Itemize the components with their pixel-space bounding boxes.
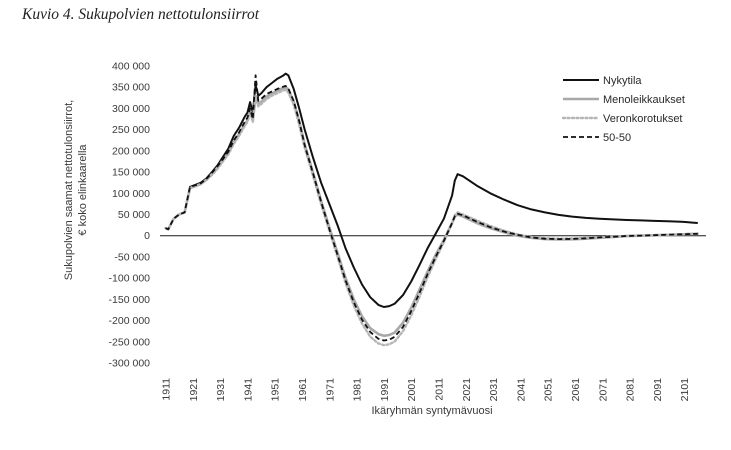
x-tick-label: 1991 (379, 378, 391, 402)
y-tick-label: -200 000 (109, 315, 151, 327)
x-tick-label: 2021 (461, 378, 473, 402)
y-tick-label: 350 000 (112, 82, 150, 94)
y-tick-label: 150 000 (112, 167, 150, 179)
x-tick-label: 1951 (270, 378, 282, 402)
x-tick-label: 1961 (297, 378, 309, 402)
x-axis-tick-labels: 1911 1921 1931 1941 1951 1961 1971 1981 1991 2001… (160, 378, 691, 402)
y-tick-label: 0 (144, 230, 150, 242)
x-tick-label: 2051 (543, 378, 555, 402)
x-tick-label: 2001 (406, 378, 418, 402)
y-tick-label: 300 000 (112, 103, 150, 115)
x-tick-label: 2101 (679, 378, 691, 402)
x-tick-label: 1941 (242, 378, 254, 402)
x-tick-label: 2061 (570, 378, 582, 402)
series-lines (164, 72, 699, 347)
legend-label: 50-50 (603, 132, 631, 144)
x-tick-label: 1921 (188, 378, 200, 402)
x-tick-label: 1971 (324, 378, 336, 402)
series-line-veronkorotukset (164, 88, 699, 347)
y-axis-tick-labels: 400 000 350 000 300 000 250 000 200 000 150 0… (109, 61, 151, 370)
y-tick-label: 50 000 (118, 209, 150, 221)
page-title: Kuvio 4. Sukupolvien nettotulonsiirrot (22, 6, 260, 23)
legend-label: Menoleikkaukset (603, 94, 685, 106)
legend-label: Veronkorotukset (603, 113, 683, 125)
y-tick-label: -150 000 (109, 294, 151, 306)
y-axis-title: Sukupolvien saamat nettotulonsiirrot, € … (63, 100, 89, 280)
chart-legend: Nykytila Menoleikkaukset Veronkorotukset 50… (561, 75, 685, 144)
y-tick-label: 400 000 (112, 61, 150, 73)
legend-label: Nykytila (603, 75, 642, 87)
y-axis-title-line-2: € koko elinkaarella (77, 144, 89, 236)
series-line-50-50 (165, 74, 698, 342)
y-tick-label: -50 000 (114, 251, 150, 263)
y-tick-label: -300 000 (109, 358, 151, 370)
x-tick-label: 2031 (488, 378, 500, 402)
y-tick-label: 100 000 (112, 188, 150, 200)
x-axis-title: Ikäryhmän syntymävuosi (371, 405, 492, 417)
x-tick-label: 2081 (625, 378, 637, 402)
x-tick-label: 1981 (352, 378, 364, 402)
x-tick-label: 1911 (160, 378, 172, 401)
x-tick-label: 2011 (433, 378, 445, 401)
x-tick-label: 2041 (515, 378, 527, 402)
y-tick-label: -250 000 (109, 336, 151, 348)
y-tick-label: 200 000 (112, 145, 150, 157)
x-tick-label: 1931 (215, 378, 227, 402)
y-axis-title-line-1: Sukupolvien saamat nettotulonsiirrot, (63, 100, 75, 280)
x-tick-label: 2091 (652, 378, 664, 402)
x-tick-label: 2071 (597, 378, 609, 402)
y-tick-label: 250 000 (112, 124, 150, 136)
y-tick-label: -100 000 (109, 273, 151, 285)
series-line-nykytila (165, 72, 698, 308)
